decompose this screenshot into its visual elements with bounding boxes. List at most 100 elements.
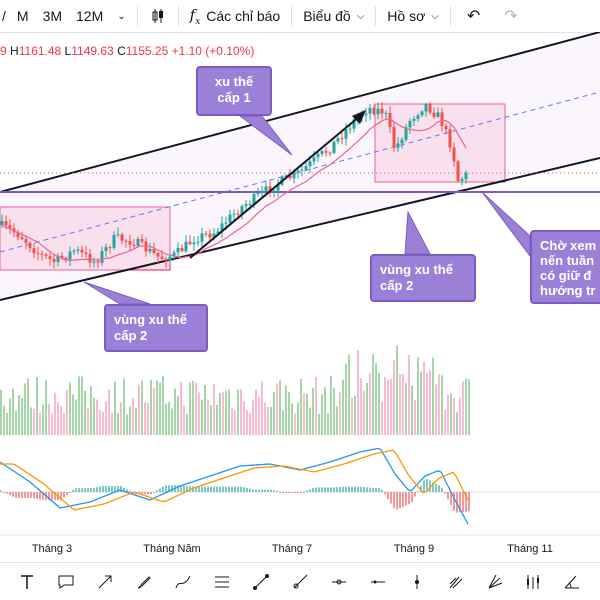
macd-histogram-bar: [180, 485, 182, 492]
candle-body: [248, 203, 252, 205]
callout-note[interactable]: Chờ xem nến tuần có giữ đ hướng tr: [530, 230, 600, 304]
candle-body: [368, 107, 372, 114]
undo-button[interactable]: ↶: [455, 0, 492, 32]
brush-icon: [138, 575, 151, 588]
volume-bar: [282, 410, 284, 435]
ray-tool[interactable]: [288, 570, 312, 594]
vertical-line-tool[interactable]: [405, 570, 429, 594]
macd-histogram-bar: [54, 492, 56, 501]
text-tool[interactable]: [15, 570, 39, 594]
candle-body: [228, 214, 232, 223]
curve-tool[interactable]: [171, 570, 195, 594]
macd-histogram-bar: [342, 486, 344, 492]
callout-tool[interactable]: [54, 570, 78, 594]
macd-histogram-bar: [126, 489, 128, 492]
interval-month[interactable]: M: [16, 8, 29, 24]
chart-menu-button[interactable]: Biểu đồ ⌵: [296, 0, 371, 32]
volume-bar: [255, 389, 257, 435]
volume-bar: [222, 392, 224, 435]
candle-body: [180, 247, 184, 252]
trend-line-tool[interactable]: [249, 570, 273, 594]
volume-bar: [231, 408, 233, 435]
redo-button[interactable]: ↷: [492, 0, 529, 32]
volume-bar: [396, 345, 398, 435]
volume-bar: [216, 404, 218, 435]
interval-12month[interactable]: 12M: [76, 8, 104, 24]
candlestick-type-button[interactable]: [142, 0, 174, 32]
x-tick-label: Tháng 11: [507, 543, 553, 555]
macd-histogram-bar: [459, 492, 461, 513]
volume-bar: [0, 389, 2, 435]
volume-bar: [141, 380, 143, 435]
volume-bar: [237, 389, 239, 435]
profile-menu-button[interactable]: Hồ sơ ⌵: [380, 0, 446, 32]
volume-bar: [342, 379, 344, 435]
macd-histogram-bar: [66, 492, 68, 495]
callout-zone2-right[interactable]: vùng xu thế cấp 2: [370, 254, 476, 302]
callout-trend-level1[interactable]: xu thế cấp 1: [196, 66, 272, 116]
macd-histogram-bar: [411, 492, 413, 503]
divider: [291, 6, 293, 26]
volume-bar: [279, 380, 281, 435]
volume-bar: [327, 413, 329, 435]
volume-bar: [438, 374, 440, 435]
candle-body: [364, 113, 368, 116]
x-tick-label: Tháng 7: [272, 543, 312, 555]
indicators-button[interactable]: fx Các chỉ báo: [183, 0, 288, 32]
angle-tool[interactable]: [560, 570, 584, 594]
volume-bar: [201, 399, 203, 435]
macd-histogram-bar: [348, 486, 350, 492]
macd-histogram-bar: [9, 492, 11, 496]
candle-body: [160, 256, 164, 259]
volume-bar: [180, 381, 182, 435]
volume-bar: [12, 388, 14, 435]
volume-bar: [51, 413, 53, 435]
callout-pointer: [83, 281, 151, 305]
horizontal-ray-tool[interactable]: [327, 570, 351, 594]
volume-bar: [450, 393, 452, 435]
macd-histogram-bar: [42, 492, 44, 500]
candle-body: [196, 241, 200, 243]
macd-histogram-bar: [246, 487, 248, 492]
parallel-lines-tool[interactable]: [210, 570, 234, 594]
arrow-tool[interactable]: [93, 570, 117, 594]
candle-body: [36, 253, 40, 255]
interval-partial[interactable]: /: [2, 8, 6, 24]
volume-bar: [417, 357, 419, 435]
interval-3month[interactable]: 3M: [42, 8, 63, 24]
candle-body: [316, 153, 320, 158]
macd-histogram-bar: [294, 492, 296, 493]
candle-body: [380, 108, 384, 114]
volume-bar: [273, 391, 275, 435]
price-chart[interactable]: Tháng 3 Tháng Năm Tháng 7 Tháng 9 Tháng 11: [0, 32, 600, 562]
callout-zone2-left[interactable]: vùng xu thế cấp 2: [104, 304, 208, 352]
volume-bar: [363, 390, 365, 435]
candle-body: [408, 120, 412, 128]
volume-bar: [111, 412, 113, 435]
macd-histogram-bar: [165, 485, 167, 492]
candle-body: [96, 261, 100, 263]
candle-body: [344, 129, 348, 139]
macd-histogram-bar: [435, 483, 437, 492]
candle-body: [24, 239, 28, 243]
fan-tool[interactable]: [483, 570, 507, 594]
macd-histogram-bar: [123, 487, 125, 492]
pitchfork-tool[interactable]: [444, 570, 468, 594]
interval-dropdown-chevron-icon[interactable]: ⌄: [117, 10, 126, 22]
macd-histogram-bar: [390, 492, 392, 504]
candles-tool[interactable]: [521, 570, 545, 594]
volume-bar: [42, 404, 44, 435]
macd-histogram-bar: [462, 492, 464, 512]
ohlc-change: +1.10 (+0.10%): [171, 44, 255, 58]
callout-line: cấp 2: [114, 328, 148, 343]
candle-body: [164, 258, 168, 261]
candle-body: [320, 151, 324, 154]
candle-body: [384, 112, 388, 114]
brush-tool[interactable]: [132, 570, 156, 594]
x-tick-label: Tháng 3: [32, 543, 72, 555]
macd-histogram-bar: [318, 487, 320, 492]
candle-body: [60, 255, 64, 258]
horizontal-line-tool[interactable]: [366, 570, 390, 594]
candle-body: [456, 161, 460, 181]
volume-bar: [219, 392, 221, 435]
